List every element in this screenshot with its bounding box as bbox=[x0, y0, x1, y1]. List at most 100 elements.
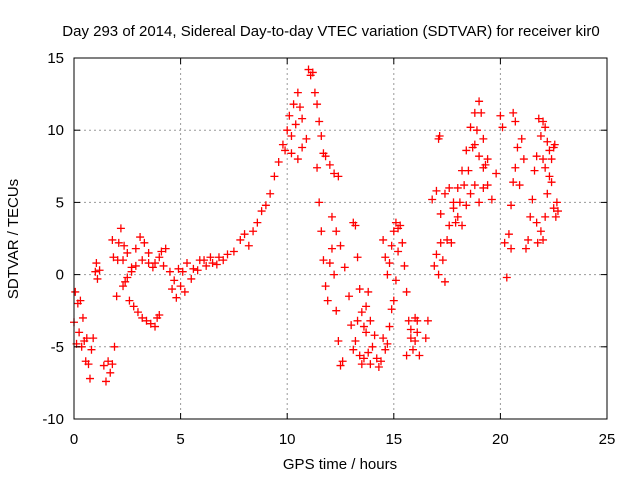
data-point bbox=[357, 308, 366, 317]
data-point bbox=[236, 235, 245, 244]
data-point bbox=[131, 244, 140, 253]
data-point bbox=[552, 198, 561, 207]
data-point bbox=[151, 322, 160, 331]
data-point bbox=[530, 166, 539, 175]
data-point bbox=[310, 88, 319, 97]
data-point bbox=[289, 100, 298, 109]
data-point bbox=[541, 163, 550, 172]
data-point bbox=[334, 172, 343, 181]
data-point bbox=[336, 361, 345, 370]
data-point bbox=[187, 274, 196, 283]
data-point bbox=[349, 345, 358, 354]
y-tick-label: 15 bbox=[47, 50, 64, 67]
data-point bbox=[321, 282, 330, 291]
data-point bbox=[496, 111, 505, 120]
x-tick-labels: 0 5 10 15 20 25 bbox=[70, 431, 616, 448]
data-point bbox=[270, 172, 279, 181]
data-point bbox=[383, 270, 392, 279]
data-point bbox=[391, 276, 400, 285]
data-point bbox=[464, 166, 473, 175]
data-point bbox=[159, 261, 168, 270]
data-point bbox=[406, 325, 415, 334]
data-point bbox=[202, 261, 211, 270]
data-point bbox=[547, 178, 556, 187]
data-point bbox=[76, 296, 85, 305]
data-point bbox=[483, 181, 492, 190]
data-point bbox=[109, 253, 118, 262]
data-point bbox=[532, 218, 541, 227]
data-point bbox=[325, 259, 334, 268]
data-point bbox=[385, 322, 394, 331]
data-point bbox=[479, 183, 488, 192]
data-point bbox=[287, 131, 296, 140]
data-point bbox=[95, 266, 104, 275]
data-point bbox=[308, 68, 317, 77]
data-point bbox=[394, 224, 403, 233]
data-point bbox=[244, 241, 253, 250]
data-point bbox=[92, 259, 101, 268]
data-point bbox=[547, 155, 556, 164]
data-point bbox=[219, 256, 228, 265]
data-point bbox=[106, 368, 115, 377]
data-point bbox=[511, 117, 520, 126]
data-point bbox=[423, 316, 432, 325]
data-point bbox=[534, 114, 543, 123]
data-point bbox=[517, 134, 526, 143]
data-point bbox=[359, 322, 368, 331]
data-point bbox=[257, 207, 266, 216]
data-point bbox=[176, 282, 185, 291]
data-point bbox=[108, 235, 117, 244]
data-point bbox=[398, 238, 407, 247]
chart-title: Day 293 of 2014, Sidereal Day-to-day VTE… bbox=[62, 23, 599, 40]
data-point bbox=[381, 253, 390, 262]
data-point bbox=[466, 123, 475, 132]
data-point bbox=[327, 244, 336, 253]
data-point bbox=[440, 277, 449, 286]
data-point bbox=[351, 337, 360, 346]
data-point bbox=[293, 88, 302, 97]
data-point bbox=[545, 146, 554, 155]
data-point bbox=[330, 169, 339, 178]
data-point bbox=[182, 259, 191, 268]
data-point bbox=[553, 207, 562, 216]
data-point bbox=[355, 351, 364, 360]
data-point bbox=[443, 235, 452, 244]
data-point bbox=[325, 160, 334, 169]
data-point bbox=[136, 233, 145, 242]
data-point bbox=[545, 172, 554, 181]
data-point bbox=[475, 152, 484, 161]
data-point bbox=[539, 117, 548, 126]
data-point bbox=[313, 163, 322, 172]
data-point bbox=[146, 319, 155, 328]
data-point bbox=[304, 65, 313, 74]
data-point bbox=[249, 227, 258, 236]
data-point bbox=[127, 267, 136, 276]
data-point bbox=[214, 253, 223, 262]
data-point bbox=[435, 131, 444, 140]
data-point bbox=[229, 247, 238, 256]
data-point bbox=[332, 306, 341, 315]
data-point bbox=[539, 235, 548, 244]
data-point bbox=[85, 374, 94, 383]
data-point bbox=[206, 253, 215, 262]
data-point bbox=[189, 264, 198, 273]
data-point bbox=[539, 155, 548, 164]
data-point bbox=[483, 155, 492, 164]
data-point bbox=[432, 186, 441, 195]
y-tick-label: -5 bbox=[51, 339, 64, 356]
y-tick-label: 0 bbox=[56, 267, 64, 284]
data-point bbox=[364, 348, 373, 357]
data-point bbox=[377, 357, 386, 366]
data-point bbox=[261, 201, 270, 210]
data-point bbox=[116, 224, 125, 233]
y-tick-label: 5 bbox=[56, 194, 64, 211]
data-point bbox=[470, 140, 479, 149]
data-point bbox=[357, 360, 366, 369]
data-point bbox=[374, 363, 383, 372]
data-point bbox=[321, 152, 330, 161]
data-point bbox=[551, 212, 560, 221]
data-point bbox=[475, 198, 484, 207]
data-point bbox=[428, 195, 437, 204]
data-point bbox=[283, 126, 292, 135]
